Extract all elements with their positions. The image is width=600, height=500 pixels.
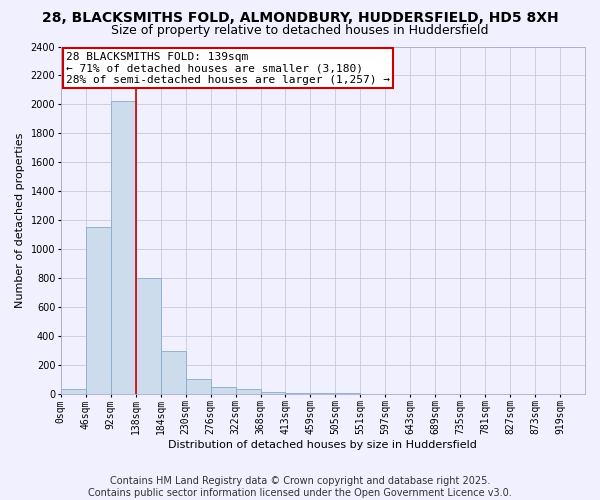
- Text: 28, BLACKSMITHS FOLD, ALMONDBURY, HUDDERSFIELD, HD5 8XH: 28, BLACKSMITHS FOLD, ALMONDBURY, HUDDER…: [41, 11, 559, 25]
- Bar: [236, 390, 260, 394]
- Bar: [111, 102, 136, 394]
- Bar: [136, 278, 161, 394]
- Text: Size of property relative to detached houses in Huddersfield: Size of property relative to detached ho…: [111, 24, 489, 37]
- Bar: [211, 387, 236, 394]
- Y-axis label: Number of detached properties: Number of detached properties: [15, 132, 25, 308]
- Text: 28 BLACKSMITHS FOLD: 139sqm
← 71% of detached houses are smaller (3,180)
28% of : 28 BLACKSMITHS FOLD: 139sqm ← 71% of det…: [66, 52, 390, 85]
- Bar: [161, 351, 185, 394]
- Text: Contains HM Land Registry data © Crown copyright and database right 2025.
Contai: Contains HM Land Registry data © Crown c…: [88, 476, 512, 498]
- X-axis label: Distribution of detached houses by size in Huddersfield: Distribution of detached houses by size …: [169, 440, 478, 450]
- Bar: [61, 388, 86, 394]
- Bar: [185, 379, 211, 394]
- Bar: [86, 228, 111, 394]
- Bar: [260, 392, 286, 394]
- Bar: [286, 393, 310, 394]
